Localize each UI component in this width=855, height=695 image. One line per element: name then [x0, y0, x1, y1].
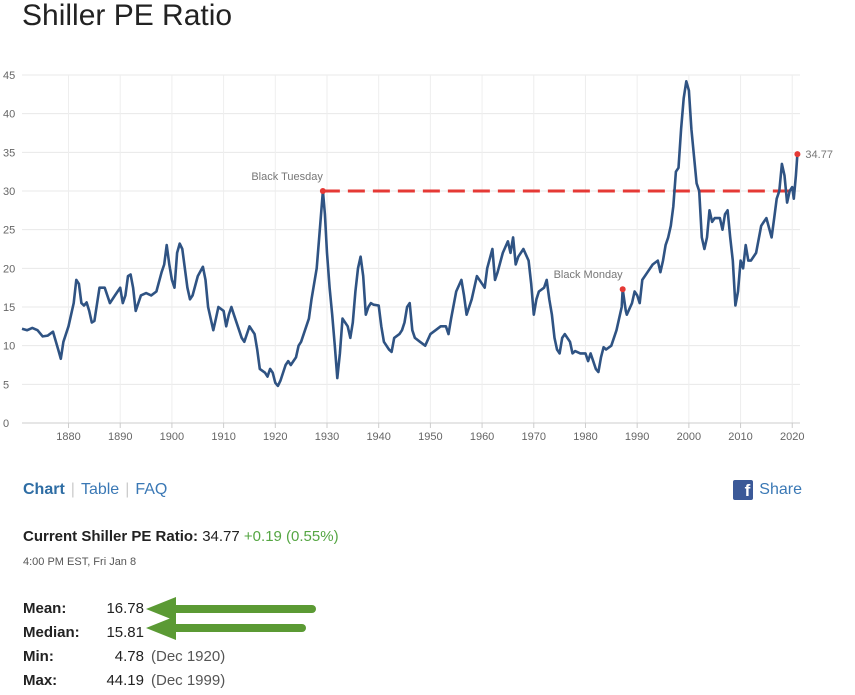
x-tick-label: 2000	[677, 431, 701, 443]
stat-label: Min:	[23, 648, 54, 665]
arrow-left-icon	[146, 597, 316, 621]
y-tick-label: 40	[3, 109, 15, 121]
tab-chart[interactable]: Chart	[23, 481, 65, 498]
stat-value: 16.78	[106, 600, 144, 617]
annotation-label: Black Monday	[554, 269, 624, 281]
x-tick-label: 1970	[522, 431, 546, 443]
x-tick-label: 1920	[263, 431, 287, 443]
y-tick-label: 15	[3, 302, 15, 314]
y-tick-label: 0	[3, 418, 9, 430]
current-label: Current Shiller PE Ratio:	[23, 528, 199, 545]
pe-ratio-line	[21, 80, 799, 388]
highlight-arrows	[146, 597, 316, 640]
x-tick-label: 1890	[108, 431, 132, 443]
stat-value: 44.19	[106, 672, 144, 689]
y-tick-label: 10	[3, 341, 15, 353]
x-tick-label: 1990	[625, 431, 649, 443]
facebook-icon: f	[733, 480, 754, 500]
x-tick-label: 1910	[211, 431, 235, 443]
tab-separator: |	[70, 481, 75, 498]
stat-label: Median:	[23, 624, 80, 641]
current-value-label: 34.77	[805, 149, 833, 161]
current-value-point	[794, 151, 801, 158]
y-tick-label: 5	[3, 379, 9, 391]
chart-tabs: Chart | Table | FAQ	[23, 480, 167, 500]
x-tick-label: 1900	[160, 431, 184, 443]
x-tick-label: 1960	[470, 431, 494, 443]
annotation-point	[619, 286, 626, 293]
timestamp: 4:00 PM EST, Fri Jan 8	[23, 556, 137, 568]
shiller-pe-chart: 0 5 10 15 20 25 30 35 40 45 1880 1890 1900 1910 1920 19…	[3, 70, 833, 443]
tab-table[interactable]: Table	[80, 481, 120, 498]
y-tick-label: 45	[3, 70, 15, 82]
tab-faq[interactable]: FAQ	[135, 481, 168, 498]
chart-axes: 0 5 10 15 20 25 30 35 40 45 1880 1890 1900 1910 1920 19…	[3, 70, 804, 443]
stat-label: Max:	[23, 672, 58, 689]
x-tick-label: 1930	[315, 431, 339, 443]
arrow-left-icon	[146, 616, 306, 640]
chart-annotations: Black Tuesday Black Monday 34.77	[251, 149, 833, 293]
x-tick-label: 1880	[56, 431, 80, 443]
y-tick-label: 30	[3, 186, 15, 198]
share-button[interactable]: f Share	[733, 480, 802, 500]
annotation-point	[319, 188, 326, 194]
stat-date: (Dec 1999)	[151, 672, 226, 689]
x-tick-label: 1940	[366, 431, 390, 443]
stat-value: 4.78	[114, 648, 144, 665]
chart-series	[21, 80, 799, 388]
y-tick-label: 25	[3, 225, 15, 237]
current-value: 34.77	[202, 528, 240, 545]
current-value-line: Current Shiller PE Ratio: 34.77 +0.19 (0…	[23, 528, 339, 545]
annotation-label: Black Tuesday	[251, 171, 323, 183]
x-tick-label: 1950	[418, 431, 442, 443]
share-label: Share	[759, 481, 802, 498]
stat-date: (Dec 1920)	[151, 648, 226, 665]
chart-grid	[22, 74, 800, 424]
x-tick-label: 2020	[780, 431, 804, 443]
x-tick-label: 2010	[728, 431, 752, 443]
x-tick-label: 1980	[573, 431, 597, 443]
y-tick-label: 35	[3, 147, 15, 159]
y-tick-label: 20	[3, 263, 15, 275]
tab-separator: |	[125, 481, 130, 498]
page-title: Shiller PE Ratio	[22, 0, 233, 32]
current-change: +0.19 (0.55%)	[243, 528, 339, 545]
stat-value: 15.81	[106, 624, 144, 641]
stat-label: Mean:	[23, 600, 67, 617]
